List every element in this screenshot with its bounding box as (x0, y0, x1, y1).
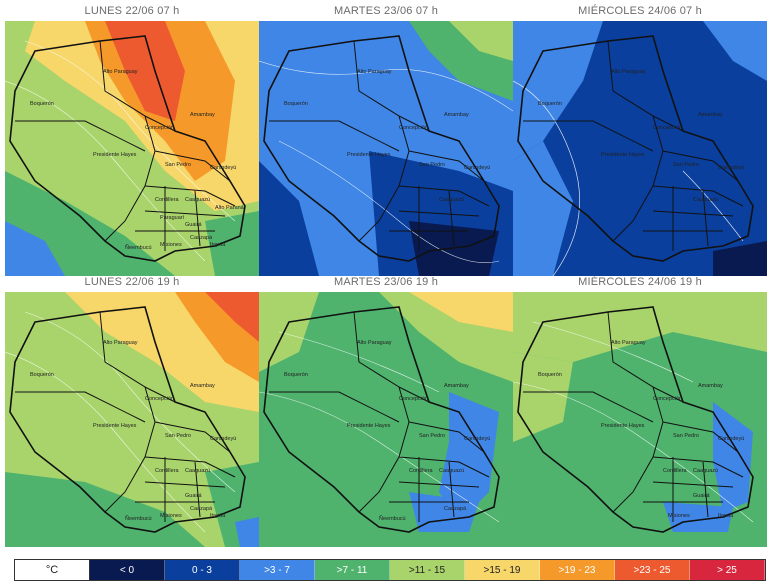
label-paraguari: Paraguarí (160, 215, 185, 221)
map-panel-2: Alto Paraguay Boquerón Presidente Hayes … (259, 21, 513, 276)
label-canindeyu: Canindeyú (464, 436, 490, 442)
map-panel-3: Alto Paraguay Boquerón Presidente Hayes … (513, 21, 767, 276)
label-misiones: Misiones (668, 513, 690, 519)
label-guaira: Guairá (185, 493, 202, 499)
label-boqueron: Boquerón (30, 372, 54, 378)
label-presidente-hayes: Presidente Hayes (601, 152, 645, 158)
label-amambay: Amambay (444, 383, 469, 389)
label-itapua: Itapúa (210, 513, 226, 519)
legend-item-lt0: < 0 (90, 560, 165, 580)
label-caaguazu: Caaguazú (693, 468, 718, 474)
label-canindeyu: Canindeyú (718, 165, 744, 171)
label-itapua: Itapúa (210, 242, 226, 248)
label-presidente-hayes: Presidente Hayes (347, 152, 391, 158)
label-concepcion: Concepción (145, 396, 174, 402)
label-canindeyu: Canindeyú (210, 436, 236, 442)
label-cordillera: Cordillera (663, 468, 687, 474)
label-san-pedro: San Pedro (165, 433, 191, 439)
label-san-pedro: San Pedro (419, 162, 445, 168)
panel-title-6: MIÉRCOLES 24/06 19 h (578, 276, 702, 288)
label-misiones: Misiones (160, 242, 182, 248)
label-alto-paraguay: Alto Paraguay (357, 340, 392, 346)
label-amambay: Amambay (190, 112, 215, 118)
label-boqueron: Boquerón (284, 101, 308, 107)
label-alto-paraguay: Alto Paraguay (357, 69, 392, 75)
legend-item-11-15: >11 - 15 (390, 560, 465, 580)
label-neembucu: Ñeembucú (379, 515, 406, 522)
label-caaguazu: Caaguazú (439, 197, 464, 203)
label-caazapa: Caazapá (190, 235, 213, 241)
label-concepcion: Concepción (399, 125, 428, 131)
label-canindeyu: Canindeyú (210, 165, 236, 171)
legend-item-0-3: 0 - 3 (165, 560, 240, 580)
label-alto-paraguay: Alto Paraguay (103, 69, 138, 75)
label-concepcion: Concepción (653, 396, 682, 402)
label-amambay: Amambay (190, 383, 215, 389)
panel-title-5: MARTES 23/06 19 h (333, 276, 439, 288)
label-neembucu: Ñeembucú (125, 515, 152, 522)
label-presidente-hayes: Presidente Hayes (93, 152, 137, 158)
map-panel-1: Alto Paraguay Boquerón Presidente Hayes … (5, 21, 259, 276)
label-alto-paraguay: Alto Paraguay (611, 340, 646, 346)
label-san-pedro: San Pedro (165, 162, 191, 168)
legend-item-3-7: >3 - 7 (240, 560, 315, 580)
label-neembucu: Ñeembucú (125, 244, 152, 251)
label-san-pedro: San Pedro (419, 433, 445, 439)
label-caazapa: Caazapá (444, 506, 467, 512)
label-guaira: Guairá (185, 222, 202, 228)
label-concepcion: Concepción (145, 125, 174, 131)
label-canindeyu: Canindeyú (464, 165, 490, 171)
legend-item-15-19: >15 - 19 (465, 560, 540, 580)
label-san-pedro: San Pedro (673, 433, 699, 439)
label-presidente-hayes: Presidente Hayes (601, 423, 645, 429)
label-caaguazu: Caaguazú (693, 197, 718, 203)
label-amambay: Amambay (444, 112, 469, 118)
legend-item-23-25: >23 - 25 (615, 560, 690, 580)
legend-unit: °C (15, 560, 90, 580)
label-boqueron: Boquerón (30, 101, 54, 107)
label-alto-parana: Alto Paraná (215, 205, 245, 211)
panel-title-3: MIÉRCOLES 24/06 07 h (578, 5, 702, 17)
map-panel-6: Alto Paraguay Boquerón Presidente Hayes … (513, 292, 767, 547)
label-cordillera: Cordillera (155, 197, 179, 203)
panel-title-2: MARTES 23/06 07 h (333, 5, 439, 17)
label-presidente-hayes: Presidente Hayes (93, 423, 137, 429)
panel-title-4: LUNES 22/06 19 h (84, 276, 180, 288)
label-canindeyu: Canindeyú (718, 436, 744, 442)
label-cordillera: Cordillera (409, 468, 433, 474)
label-caaguazu: Caaguazú (185, 197, 210, 203)
label-guaira: Guairá (693, 493, 710, 499)
label-amambay: Amambay (698, 112, 723, 118)
label-caaguazu: Caaguazú (185, 468, 210, 474)
label-amambay: Amambay (698, 383, 723, 389)
legend-item-gt25: > 25 (690, 560, 765, 580)
label-boqueron: Boquerón (538, 101, 562, 107)
label-concepcion: Concepción (399, 396, 428, 402)
label-boqueron: Boquerón (538, 372, 562, 378)
legend-item-7-11: >7 - 11 (315, 560, 390, 580)
label-alto-paraguay: Alto Paraguay (103, 340, 138, 346)
temperature-legend: °C < 0 0 - 3 >3 - 7 >7 - 11 >11 - 15 >15… (14, 559, 766, 581)
label-boqueron: Boquerón (284, 372, 308, 378)
label-misiones: Misiones (160, 513, 182, 519)
panel-title-1: LUNES 22/06 07 h (84, 5, 180, 17)
label-concepcion: Concepción (653, 125, 682, 131)
label-caazapa: Caazapá (190, 506, 213, 512)
legend-item-19-23: >19 - 23 (540, 560, 615, 580)
label-presidente-hayes: Presidente Hayes (347, 423, 391, 429)
label-san-pedro: San Pedro (673, 162, 699, 168)
map-panel-4: Alto Paraguay Boquerón Presidente Hayes … (5, 292, 259, 547)
label-caaguazu: Caaguazú (439, 468, 464, 474)
label-itapua: Itapúa (718, 513, 734, 519)
label-cordillera: Cordillera (155, 468, 179, 474)
label-alto-paraguay: Alto Paraguay (611, 69, 646, 75)
map-panel-5: Alto Paraguay Boquerón Presidente Hayes … (259, 292, 513, 547)
